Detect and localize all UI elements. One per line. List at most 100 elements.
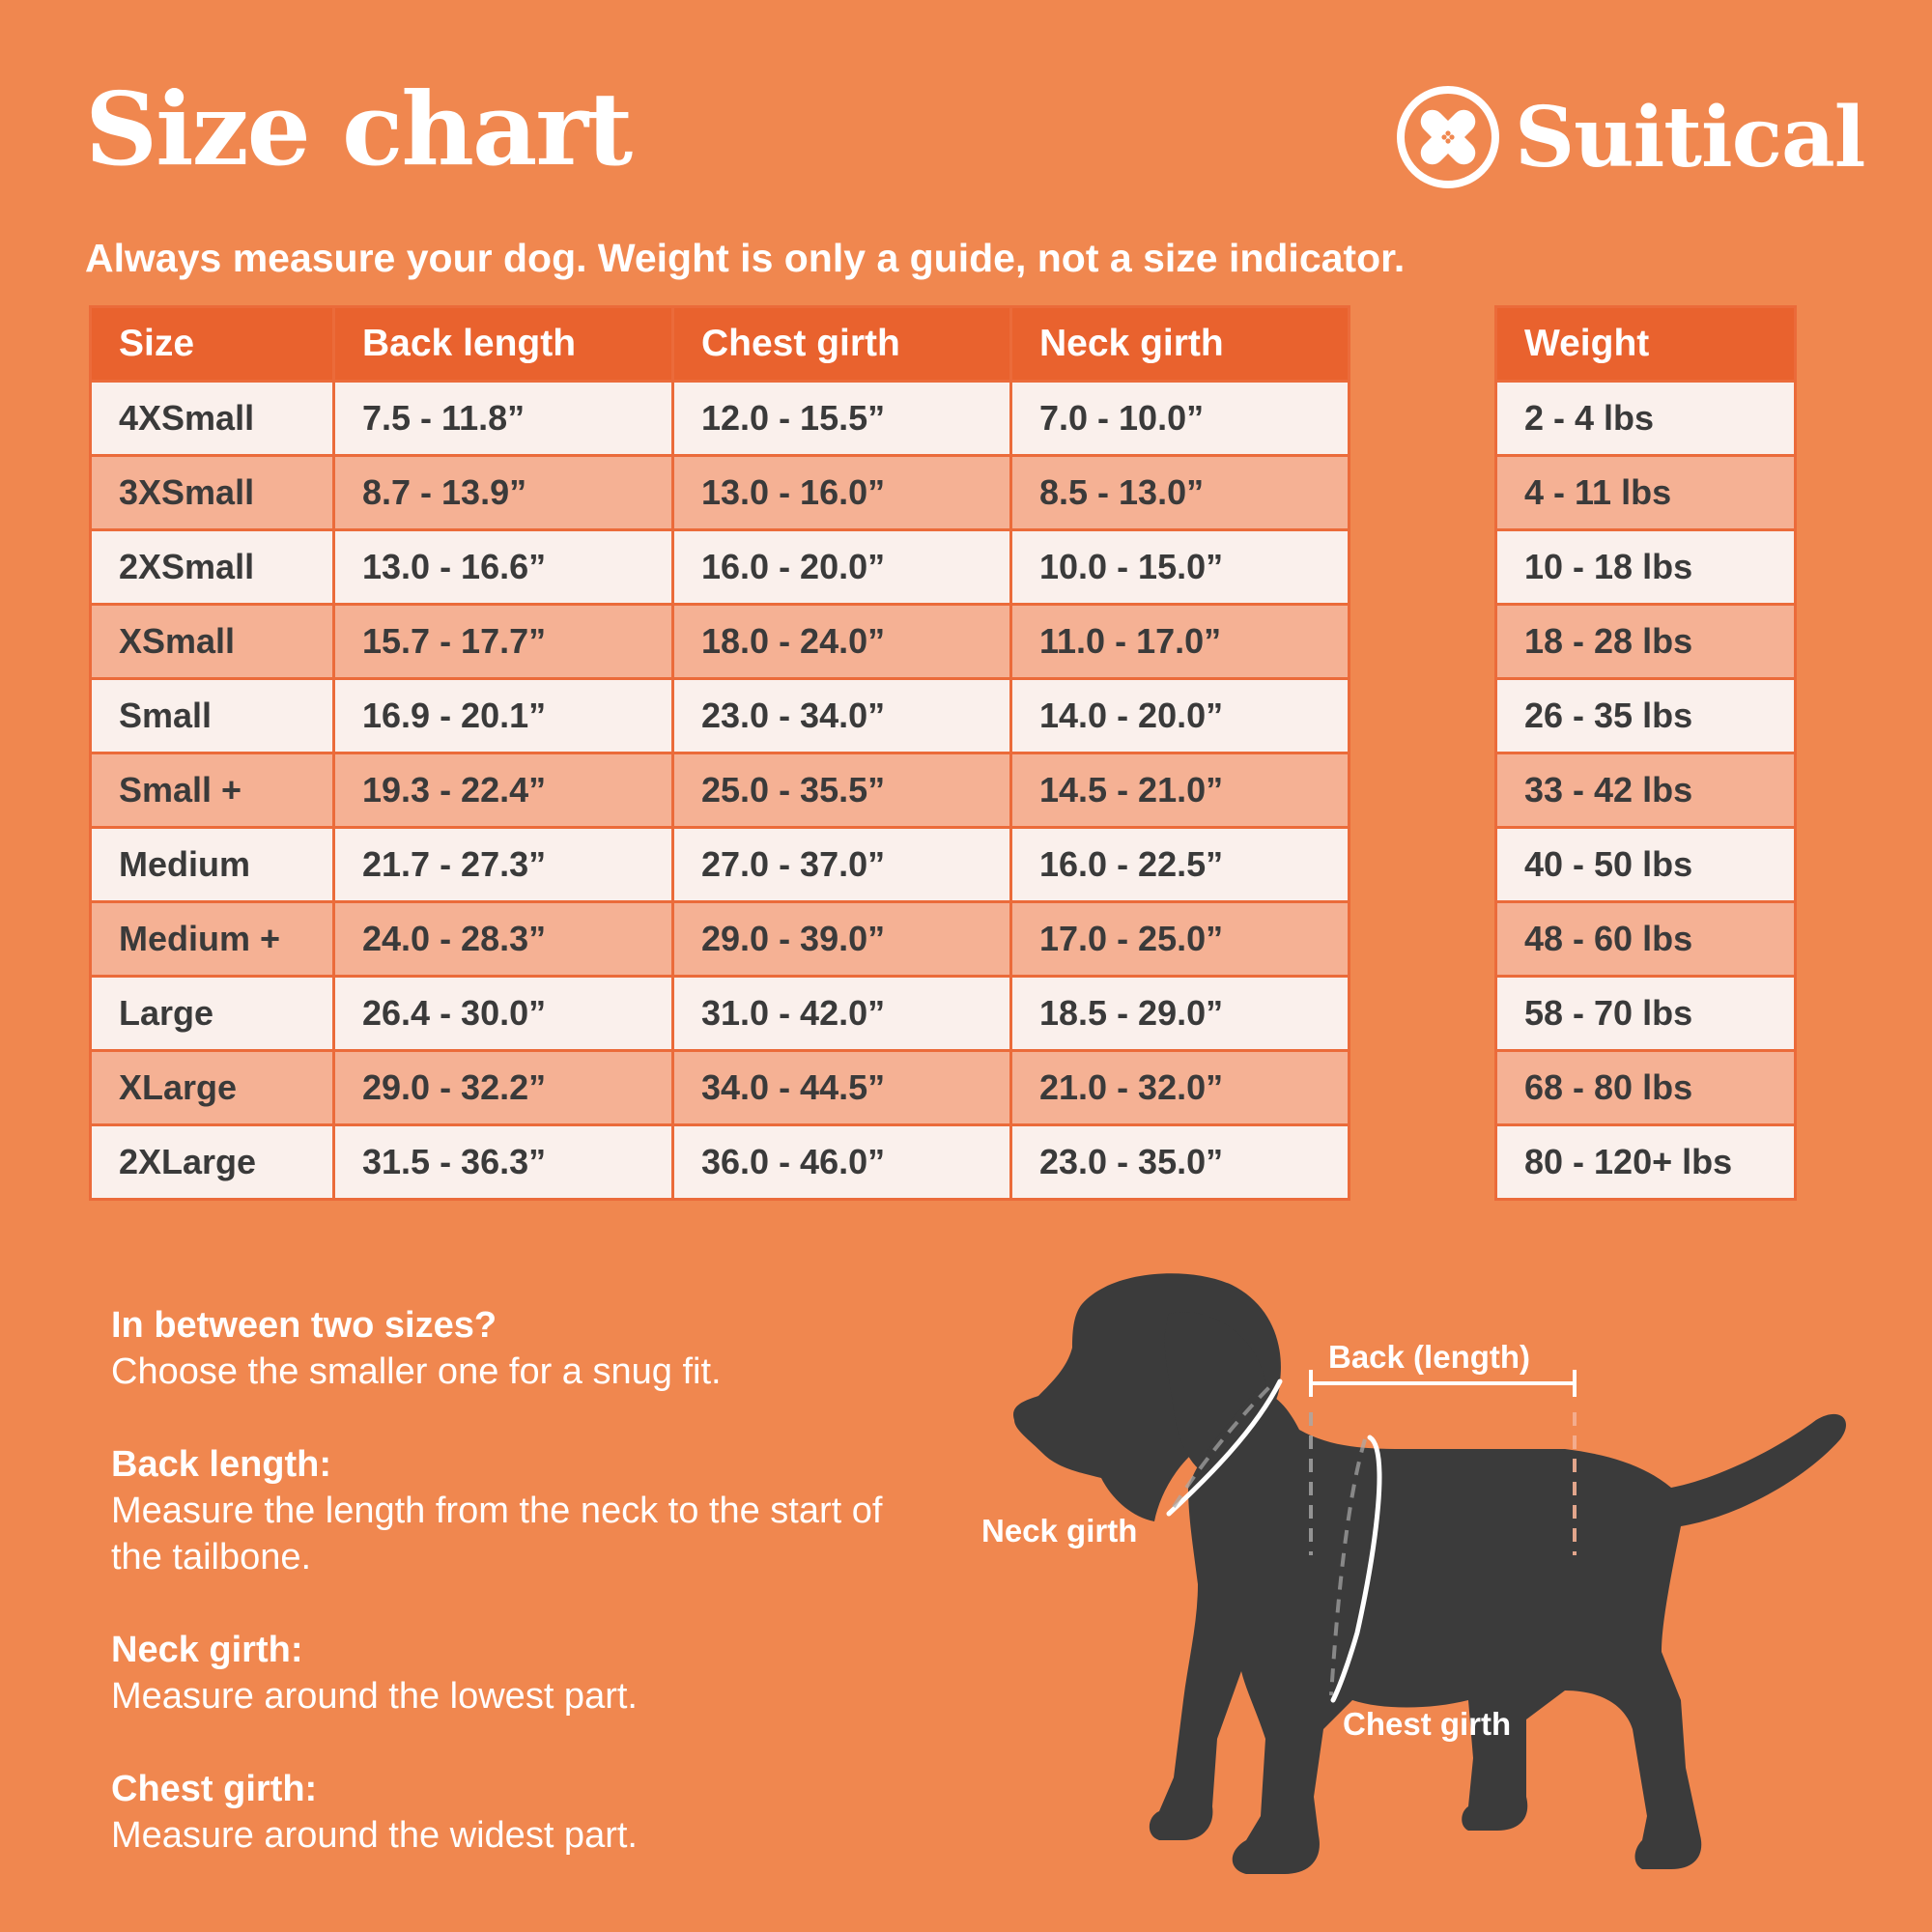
table-row: 58 - 70 lbs — [1494, 975, 1797, 1052]
back-length-cell: 8.7 - 13.9” — [332, 454, 674, 531]
back-length-cell: 7.5 - 11.8” — [332, 380, 674, 457]
page-title: Size chart — [85, 70, 633, 188]
tip-in-between: In between two sizes? Choose the smaller… — [111, 1302, 980, 1395]
table-row: 18 - 28 lbs — [1494, 603, 1797, 680]
measuring-tips: In between two sizes? Choose the smaller… — [111, 1302, 980, 1905]
size-cell: 2XSmall — [89, 528, 335, 606]
chest-girth-cell: 13.0 - 16.0” — [671, 454, 1012, 531]
weight-cell: 68 - 80 lbs — [1494, 1049, 1797, 1126]
table-row: 68 - 80 lbs — [1494, 1049, 1797, 1126]
chest-girth-cell: 36.0 - 46.0” — [671, 1123, 1012, 1201]
table-row: 40 - 50 lbs — [1494, 826, 1797, 903]
tip-heading: Chest girth: — [111, 1769, 318, 1809]
header-chest-girth: Chest girth — [671, 305, 1012, 383]
neck-girth-cell: 7.0 - 10.0” — [1009, 380, 1350, 457]
neck-girth-cell: 14.5 - 21.0” — [1009, 752, 1350, 829]
table-row: 3XSmall 8.7 - 13.9” 13.0 - 16.0” 8.5 - 13.0… — [89, 454, 1350, 531]
size-cell: 3XSmall — [89, 454, 335, 531]
table-row: 2 - 4 lbs — [1494, 380, 1797, 457]
table-row: Medium +24.0 - 28.3” 29.0 - 39.0” 17.0 - 2… — [89, 900, 1350, 978]
weight-cell: 26 - 35 lbs — [1494, 677, 1797, 754]
bandage-logo-icon — [1397, 86, 1499, 188]
back-length-cell: 24.0 - 28.3” — [332, 900, 674, 978]
chest-girth-cell: 31.0 - 42.0” — [671, 975, 1012, 1052]
weight-cell: 80 - 120+ lbs — [1494, 1123, 1797, 1201]
size-cell: 4XSmall — [89, 380, 335, 457]
table-row: XLarge 29.0 - 32.2” 34.0 - 44.5” 21.0 - 32.… — [89, 1049, 1350, 1126]
brand-name: Suitical — [1515, 88, 1865, 186]
weight-cell: 33 - 42 lbs — [1494, 752, 1797, 829]
weight-cell: 40 - 50 lbs — [1494, 826, 1797, 903]
size-cell: Small + — [89, 752, 335, 829]
table-row: 33 - 42 lbs — [1494, 752, 1797, 829]
size-cell: Large — [89, 975, 335, 1052]
neck-girth-cell: 23.0 - 35.0” — [1009, 1123, 1350, 1201]
table-row: 48 - 60 lbs — [1494, 900, 1797, 978]
tip-heading: In between two sizes? — [111, 1305, 497, 1346]
neck-girth-cell: 18.5 - 29.0” — [1009, 975, 1350, 1052]
neck-girth-cell: 14.0 - 20.0” — [1009, 677, 1350, 754]
table-row: Large 26.4 - 30.0” 31.0 - 42.0” 18.5 - 29.0… — [89, 975, 1350, 1052]
chest-girth-cell: 25.0 - 35.5” — [671, 752, 1012, 829]
table-row: 4 - 11 lbs — [1494, 454, 1797, 531]
tip-text: Measure around the lowest part. — [111, 1676, 638, 1717]
back-length-cell: 26.4 - 30.0” — [332, 975, 674, 1052]
tip-text: Choose the smaller one for a snug fit. — [111, 1351, 722, 1392]
table-row: 80 - 120+ lbs — [1494, 1123, 1797, 1201]
neck-girth-cell: 21.0 - 32.0” — [1009, 1049, 1350, 1126]
neck-girth-cell: 10.0 - 15.0” — [1009, 528, 1350, 606]
tip-chest-girth: Chest girth: Measure around the widest p… — [111, 1766, 980, 1859]
tip-back-length: Back length: Measure the length from the… — [111, 1441, 903, 1580]
neck-girth-cell: 16.0 - 22.5” — [1009, 826, 1350, 903]
size-cell: 2XLarge — [89, 1123, 335, 1201]
chest-girth-cell: 27.0 - 37.0” — [671, 826, 1012, 903]
weight-cell: 18 - 28 lbs — [1494, 603, 1797, 680]
chest-girth-cell: 29.0 - 39.0” — [671, 900, 1012, 978]
size-table: Size Back length Chest girth Neck girth … — [89, 305, 1350, 1201]
back-length-cell: 13.0 - 16.6” — [332, 528, 674, 606]
back-length-cell: 16.9 - 20.1” — [332, 677, 674, 754]
size-cell: XSmall — [89, 603, 335, 680]
table-row: Small +19.3 - 22.4” 25.0 - 35.5” 14.5 - 21… — [89, 752, 1350, 829]
table-row: 26 - 35 lbs — [1494, 677, 1797, 754]
table-header-row: Weight — [1494, 305, 1797, 383]
chest-girth-cell: 16.0 - 20.0” — [671, 528, 1012, 606]
weight-cell: 48 - 60 lbs — [1494, 900, 1797, 978]
neck-girth-cell: 17.0 - 25.0” — [1009, 900, 1350, 978]
weight-cell: 2 - 4 lbs — [1494, 380, 1797, 457]
neck-girth-cell: 11.0 - 17.0” — [1009, 603, 1350, 680]
back-length-cell: 19.3 - 22.4” — [332, 752, 674, 829]
back-length-cell: 29.0 - 32.2” — [332, 1049, 674, 1126]
dog-silhouette-icon — [1013, 1273, 1846, 1874]
table-row: Small 16.9 - 20.1” 23.0 - 34.0” 14.0 - 20.0… — [89, 677, 1350, 754]
chest-girth-cell: 12.0 - 15.5” — [671, 380, 1012, 457]
tip-heading: Back length: — [111, 1444, 332, 1485]
table-row: 2XSmall 13.0 - 16.6” 16.0 - 20.0” 10.0 - 15… — [89, 528, 1350, 606]
chest-girth-cell: 23.0 - 34.0” — [671, 677, 1012, 754]
size-cell: Small — [89, 677, 335, 754]
table-row: 10 - 18 lbs — [1494, 528, 1797, 606]
weight-cell: 10 - 18 lbs — [1494, 528, 1797, 606]
chest-girth-label: Chest girth — [1343, 1706, 1512, 1742]
back-length-cell: 21.7 - 27.3” — [332, 826, 674, 903]
subtitle: Always measure your dog. Weight is only … — [85, 236, 1406, 280]
tip-text: Measure the length from the neck to the … — [111, 1491, 883, 1577]
table-row: 2XLarge 31.5 - 36.3” 36.0 - 46.0” 23.0 - 35… — [89, 1123, 1350, 1201]
table-row: XSmall 15.7 - 17.7” 18.0 - 24.0” 11.0 - 17.… — [89, 603, 1350, 680]
brand-logo: Suitical — [1395, 83, 1865, 191]
header-size: Size — [89, 305, 335, 383]
tip-heading: Neck girth: — [111, 1630, 303, 1670]
size-cell: XLarge — [89, 1049, 335, 1126]
table-header-row: Size Back length Chest girth Neck girth — [89, 305, 1350, 383]
weight-table: Weight 2 - 4 lbs 4 - 11 lbs 10 - 18 lbs 18 … — [1494, 305, 1797, 1201]
header-neck-girth: Neck girth — [1009, 305, 1350, 383]
weight-cell: 4 - 11 lbs — [1494, 454, 1797, 531]
back-length-cell: 15.7 - 17.7” — [332, 603, 674, 680]
table-row: 4XSmall 7.5 - 11.8” 12.0 - 15.5” 7.0 - 10.0… — [89, 380, 1350, 457]
header-weight: Weight — [1494, 305, 1797, 383]
chest-girth-cell: 34.0 - 44.5” — [671, 1049, 1012, 1126]
table-row: Medium 21.7 - 27.3” 27.0 - 37.0” 16.0 - 22.… — [89, 826, 1350, 903]
back-length-cell: 31.5 - 36.3” — [332, 1123, 674, 1201]
chest-girth-cell: 18.0 - 24.0” — [671, 603, 1012, 680]
neck-girth-cell: 8.5 - 13.0” — [1009, 454, 1350, 531]
